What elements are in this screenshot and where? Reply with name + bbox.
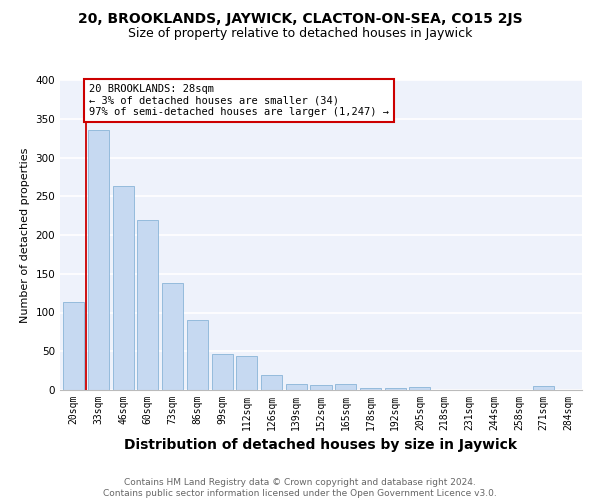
Bar [409,387,430,390]
Bar [212,354,233,390]
Text: 20, BROOKLANDS, JAYWICK, CLACTON-ON-SEA, CO15 2JS: 20, BROOKLANDS, JAYWICK, CLACTON-ON-SEA,… [77,12,523,26]
Bar [286,384,307,390]
Bar [113,186,134,390]
Bar [63,302,84,390]
Y-axis label: Number of detached properties: Number of detached properties [20,148,30,322]
X-axis label: Distribution of detached houses by size in Jaywick: Distribution of detached houses by size … [125,438,517,452]
Bar [88,130,109,390]
Bar [360,388,381,390]
Bar [385,388,406,390]
Text: 20 BROOKLANDS: 28sqm
← 3% of detached houses are smaller (34)
97% of semi-detach: 20 BROOKLANDS: 28sqm ← 3% of detached ho… [89,84,389,117]
Bar [261,376,282,390]
Bar [236,356,257,390]
Text: Size of property relative to detached houses in Jaywick: Size of property relative to detached ho… [128,28,472,40]
Bar [162,283,183,390]
Bar [533,386,554,390]
Bar [335,384,356,390]
Bar [137,220,158,390]
Bar [310,386,332,390]
Text: Contains HM Land Registry data © Crown copyright and database right 2024.
Contai: Contains HM Land Registry data © Crown c… [103,478,497,498]
Bar [187,320,208,390]
